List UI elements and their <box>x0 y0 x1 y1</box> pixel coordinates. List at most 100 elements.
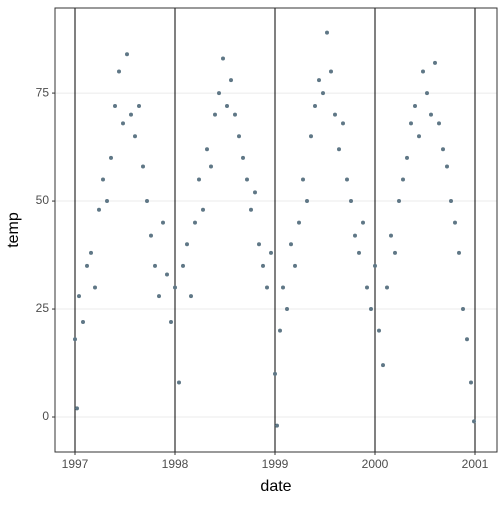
point <box>437 121 441 126</box>
point <box>241 155 245 160</box>
point <box>137 104 141 109</box>
point <box>181 263 185 268</box>
point <box>173 285 177 290</box>
point <box>75 406 79 411</box>
point <box>89 250 93 255</box>
point <box>381 363 385 368</box>
point <box>245 177 249 182</box>
point <box>109 155 113 160</box>
point <box>329 69 333 74</box>
point <box>117 69 121 74</box>
point <box>361 220 365 225</box>
point <box>449 199 453 204</box>
point <box>221 56 225 61</box>
point <box>269 250 273 255</box>
point <box>237 134 241 139</box>
point <box>465 337 469 342</box>
point <box>105 199 109 204</box>
point <box>201 207 205 212</box>
point <box>157 294 161 299</box>
point <box>313 104 317 109</box>
point <box>197 177 201 182</box>
point <box>317 78 321 83</box>
point <box>413 104 417 109</box>
panel-border <box>54 7 498 453</box>
point <box>301 177 305 182</box>
point <box>129 112 133 117</box>
point <box>341 121 345 126</box>
point <box>353 233 357 238</box>
x-tick-label: 2001 <box>462 457 489 471</box>
point <box>389 233 393 238</box>
point <box>461 307 465 312</box>
point <box>457 250 461 255</box>
point <box>275 423 279 428</box>
point <box>421 69 425 74</box>
point <box>401 177 405 182</box>
point <box>213 112 217 117</box>
point <box>125 52 129 57</box>
point <box>281 285 285 290</box>
point <box>472 419 476 424</box>
point <box>165 272 169 277</box>
point <box>97 207 101 212</box>
point <box>205 147 209 152</box>
point <box>169 319 173 324</box>
x-tick-label: 1997 <box>62 457 89 471</box>
point <box>273 371 277 376</box>
point <box>229 78 233 83</box>
point <box>85 263 89 268</box>
y-tick-label: 0 <box>42 409 49 423</box>
point <box>297 220 301 225</box>
point <box>253 190 257 195</box>
x-tick-label: 1999 <box>262 457 289 471</box>
point <box>397 199 401 204</box>
point <box>133 134 137 139</box>
point <box>469 380 473 385</box>
x-tick-label: 1998 <box>162 457 189 471</box>
point <box>81 319 85 324</box>
point <box>337 147 341 152</box>
point <box>249 207 253 212</box>
y-tick-label: 50 <box>36 193 50 207</box>
point <box>385 285 389 290</box>
point <box>453 220 457 225</box>
point <box>145 199 149 204</box>
point <box>409 121 413 126</box>
point <box>333 112 337 117</box>
point <box>141 164 145 169</box>
point <box>189 294 193 299</box>
x-tick-label: 2000 <box>362 457 389 471</box>
point <box>377 328 381 333</box>
point <box>77 294 81 299</box>
point <box>425 91 429 96</box>
y-tick-label: 25 <box>36 301 50 315</box>
point <box>161 220 165 225</box>
point <box>225 104 229 109</box>
point <box>113 104 117 109</box>
point <box>365 285 369 290</box>
point <box>305 199 309 204</box>
point <box>417 134 421 139</box>
point <box>261 263 265 268</box>
point <box>433 60 437 65</box>
point <box>209 164 213 169</box>
point <box>233 112 237 117</box>
point <box>357 250 361 255</box>
point <box>93 285 97 290</box>
point <box>153 263 157 268</box>
point <box>121 121 125 126</box>
y-axis-title: temp <box>5 212 22 248</box>
point <box>293 263 297 268</box>
point <box>193 220 197 225</box>
point <box>185 242 189 247</box>
point <box>325 30 329 35</box>
point <box>441 147 445 152</box>
point <box>257 242 261 247</box>
point <box>393 250 397 255</box>
panel <box>55 8 497 452</box>
point <box>445 164 449 169</box>
point <box>373 263 377 268</box>
point <box>177 380 181 385</box>
